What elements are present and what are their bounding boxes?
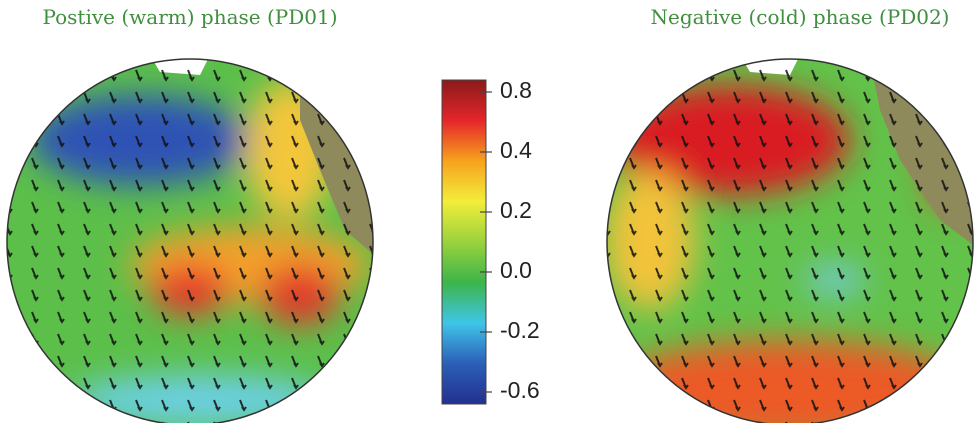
colorbar-tick-label: 0.8 [500,77,532,103]
colorbar-tick-label: -0.2 [500,317,540,343]
colorbar-tick-label: 0.0 [500,257,532,283]
globe-map [607,59,973,423]
colorbar-tick-label: 0.2 [500,197,532,223]
panel-title: Negative (cold) phase (PD02) [650,5,949,29]
colorbar-tick-label: 0.4 [500,137,532,163]
panel-title: Postive (warm) phase (PD01) [42,5,337,29]
colorbar [441,79,487,405]
colorbar-tick-label: -0.6 [500,377,540,403]
